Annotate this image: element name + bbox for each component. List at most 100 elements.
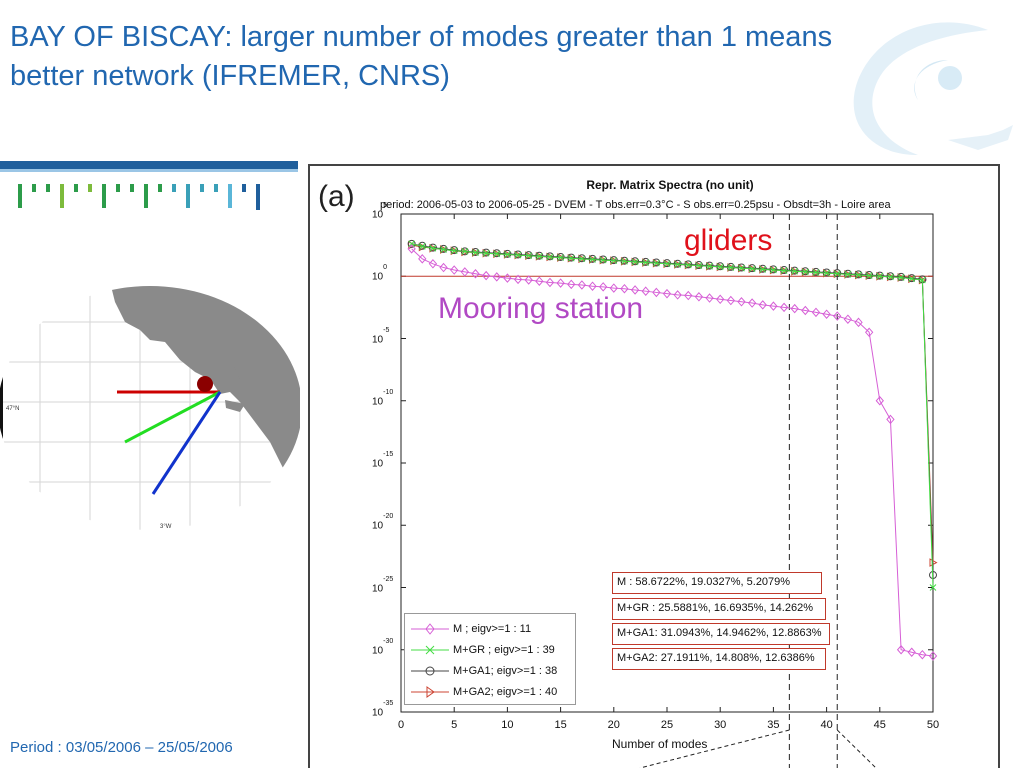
data-point — [567, 254, 575, 262]
map-lat-label: 47°N — [6, 406, 19, 412]
data-point — [492, 272, 501, 282]
data-point — [674, 261, 681, 268]
data-point — [482, 249, 490, 257]
data-point — [706, 262, 713, 270]
y-tick-label: 10-35 — [372, 700, 394, 719]
map-line-blue — [151, 391, 222, 495]
y-tick-label: 10-25 — [372, 575, 394, 594]
decorative-tick-row — [18, 180, 268, 210]
zoom-connector-left — [639, 729, 790, 768]
stats-box-m: M : 58.6722%, 19.0327%, 5.2079% — [612, 572, 822, 594]
data-point — [694, 292, 704, 302]
map-coastline — [110, 286, 300, 482]
data-point — [472, 249, 479, 256]
legend-label-m-ga2: M+GA2; eigv>=1 : 40 — [453, 686, 558, 698]
data-point — [716, 263, 724, 271]
data-point — [642, 259, 650, 266]
data-point — [652, 287, 661, 298]
data-point — [450, 247, 458, 255]
logo-coast — [948, 125, 1013, 150]
data-point — [833, 270, 841, 278]
data-point — [599, 256, 607, 264]
stats-box-m-ga1: M+GA1: 31.0943%, 14.9462%, 12.8863% — [612, 623, 830, 645]
data-point — [557, 254, 564, 261]
data-point — [525, 252, 533, 260]
data-point — [727, 264, 735, 271]
data-point — [759, 266, 767, 273]
zoom-connector-right — [836, 729, 877, 768]
data-point — [854, 317, 863, 328]
data-point — [747, 298, 757, 308]
legend-item-m-gr: M+GR ; eigv>=1 : 39 — [405, 640, 575, 660]
data-point — [493, 250, 501, 258]
data-point — [407, 239, 416, 248]
data-point — [514, 251, 522, 259]
data-point — [567, 279, 576, 290]
data-point — [621, 257, 628, 265]
y-tick-label: 10-15 — [372, 451, 394, 470]
data-point — [823, 269, 830, 277]
data-point — [801, 305, 810, 316]
chart-legend: M ; eigv>=1 : 11 M+GR ; eigv>=1 : 39 M+G… — [404, 613, 576, 705]
data-point — [896, 644, 906, 655]
data-point — [504, 251, 511, 258]
data-point — [684, 261, 692, 269]
y-tick-label: 10-5 — [372, 326, 390, 345]
legend-label-m-gr: M+GR ; eigv>=1 : 39 — [453, 644, 555, 656]
legend-item-m-ga2: M+GA2; eigv>=1 : 40 — [405, 682, 575, 702]
data-point — [450, 265, 459, 275]
data-point — [864, 327, 874, 338]
gliders-annotation: gliders — [684, 224, 773, 257]
data-point — [791, 267, 799, 275]
chart-subtitle: period: 2006-05-03 to 2006-05-25 - DVEM … — [380, 199, 891, 211]
legend-item-m: M ; eigv>=1 : 11 — [405, 619, 575, 639]
data-point — [928, 651, 938, 661]
logo-swirl-outer — [853, 22, 988, 155]
data-point — [737, 297, 746, 307]
data-point — [535, 276, 544, 286]
data-point — [833, 311, 842, 321]
data-point — [439, 262, 448, 273]
data-point — [609, 283, 618, 293]
data-point — [875, 395, 884, 406]
legend-label-m: M ; eigv>=1 : 11 — [453, 623, 532, 635]
data-point — [663, 260, 671, 268]
legend-label-m-ga1: M+GA1; eigv>=1 : 38 — [453, 665, 558, 677]
data-point — [886, 414, 895, 425]
data-point — [630, 285, 640, 295]
data-point — [429, 244, 437, 252]
data-point — [844, 271, 852, 278]
x-tick-label: 40 — [820, 719, 833, 731]
data-point — [418, 254, 427, 264]
organization-logo — [853, 22, 1013, 155]
data-point — [673, 290, 682, 300]
data-point — [907, 647, 916, 657]
data-point — [876, 272, 884, 280]
series-line-2 — [411, 243, 934, 576]
data-point — [822, 309, 831, 319]
data-point — [408, 240, 415, 248]
y-tick-label: 10-30 — [372, 637, 394, 657]
x-tick-label: 5 — [451, 719, 458, 731]
x-tick-label: 10 — [501, 719, 514, 731]
data-point — [481, 270, 491, 281]
data-point — [801, 268, 809, 276]
data-point — [461, 247, 469, 255]
data-point — [556, 278, 565, 288]
data-point — [780, 267, 788, 275]
data-point — [610, 257, 618, 265]
data-point — [705, 293, 714, 303]
data-point — [919, 276, 926, 284]
stats-box-m-gr: M+GR : 25.5881%, 16.6935%, 14.262% — [612, 598, 826, 620]
x-tick-label: 30 — [714, 719, 727, 731]
y-tick-label: 105 — [372, 202, 388, 221]
x-tick-label: 20 — [607, 719, 620, 731]
data-point — [653, 259, 660, 267]
data-point — [748, 265, 756, 273]
data-point — [513, 274, 523, 285]
data-point — [726, 295, 736, 306]
chart-title: Repr. Matrix Spectra (no unit) — [586, 178, 754, 192]
data-point — [897, 274, 905, 281]
data-point — [929, 558, 938, 567]
